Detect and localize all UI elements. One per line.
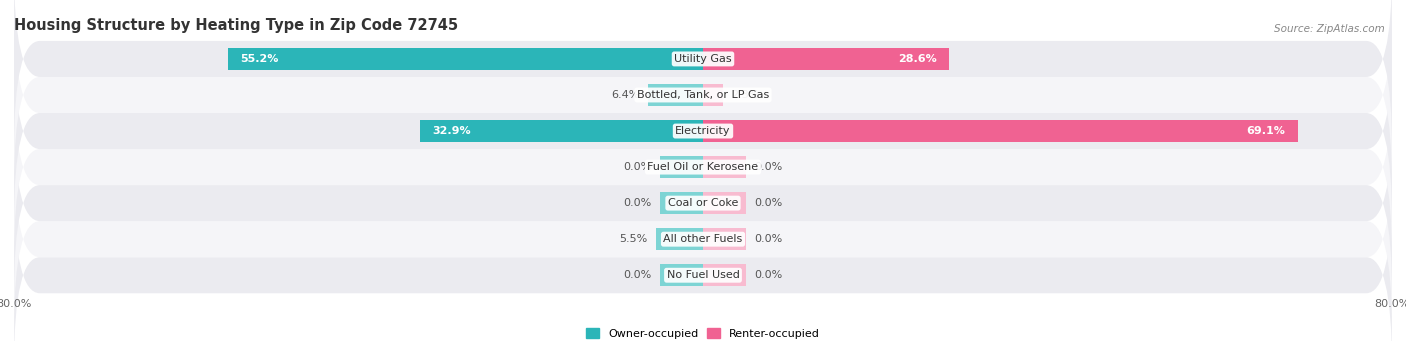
- Text: 69.1%: 69.1%: [1246, 126, 1285, 136]
- Text: 0.0%: 0.0%: [623, 198, 651, 208]
- Text: 55.2%: 55.2%: [240, 54, 278, 64]
- Bar: [703, 120, 1298, 142]
- Bar: [703, 156, 747, 178]
- Bar: [703, 84, 723, 106]
- Text: Bottled, Tank, or LP Gas: Bottled, Tank, or LP Gas: [637, 90, 769, 100]
- FancyBboxPatch shape: [14, 185, 1392, 341]
- Text: 6.4%: 6.4%: [610, 90, 640, 100]
- Text: Source: ZipAtlas.com: Source: ZipAtlas.com: [1274, 24, 1385, 34]
- Text: 0.0%: 0.0%: [623, 270, 651, 280]
- FancyBboxPatch shape: [14, 77, 1392, 257]
- Text: 2.3%: 2.3%: [731, 90, 759, 100]
- Bar: [703, 48, 949, 70]
- Bar: [703, 192, 747, 214]
- Bar: [419, 120, 703, 142]
- Text: All other Fuels: All other Fuels: [664, 234, 742, 244]
- Text: 0.0%: 0.0%: [755, 234, 783, 244]
- Text: 32.9%: 32.9%: [433, 126, 471, 136]
- Text: Electricity: Electricity: [675, 126, 731, 136]
- Text: 28.6%: 28.6%: [897, 54, 936, 64]
- FancyBboxPatch shape: [14, 113, 1392, 293]
- Bar: [703, 228, 747, 250]
- Bar: [703, 264, 747, 286]
- FancyBboxPatch shape: [14, 149, 1392, 329]
- Text: 0.0%: 0.0%: [755, 198, 783, 208]
- Bar: [228, 48, 703, 70]
- Text: Housing Structure by Heating Type in Zip Code 72745: Housing Structure by Heating Type in Zip…: [14, 18, 458, 33]
- FancyBboxPatch shape: [14, 41, 1392, 221]
- Text: Utility Gas: Utility Gas: [675, 54, 731, 64]
- Text: Coal or Coke: Coal or Coke: [668, 198, 738, 208]
- Text: 0.0%: 0.0%: [755, 270, 783, 280]
- Bar: [659, 192, 703, 214]
- Text: No Fuel Used: No Fuel Used: [666, 270, 740, 280]
- Text: 0.0%: 0.0%: [623, 162, 651, 172]
- FancyBboxPatch shape: [14, 5, 1392, 185]
- Text: 0.0%: 0.0%: [755, 162, 783, 172]
- Bar: [655, 228, 703, 250]
- Bar: [659, 264, 703, 286]
- FancyBboxPatch shape: [14, 0, 1392, 149]
- Legend: Owner-occupied, Renter-occupied: Owner-occupied, Renter-occupied: [581, 324, 825, 341]
- Text: 5.5%: 5.5%: [619, 234, 647, 244]
- Bar: [648, 84, 703, 106]
- Bar: [659, 156, 703, 178]
- Text: Fuel Oil or Kerosene: Fuel Oil or Kerosene: [647, 162, 759, 172]
